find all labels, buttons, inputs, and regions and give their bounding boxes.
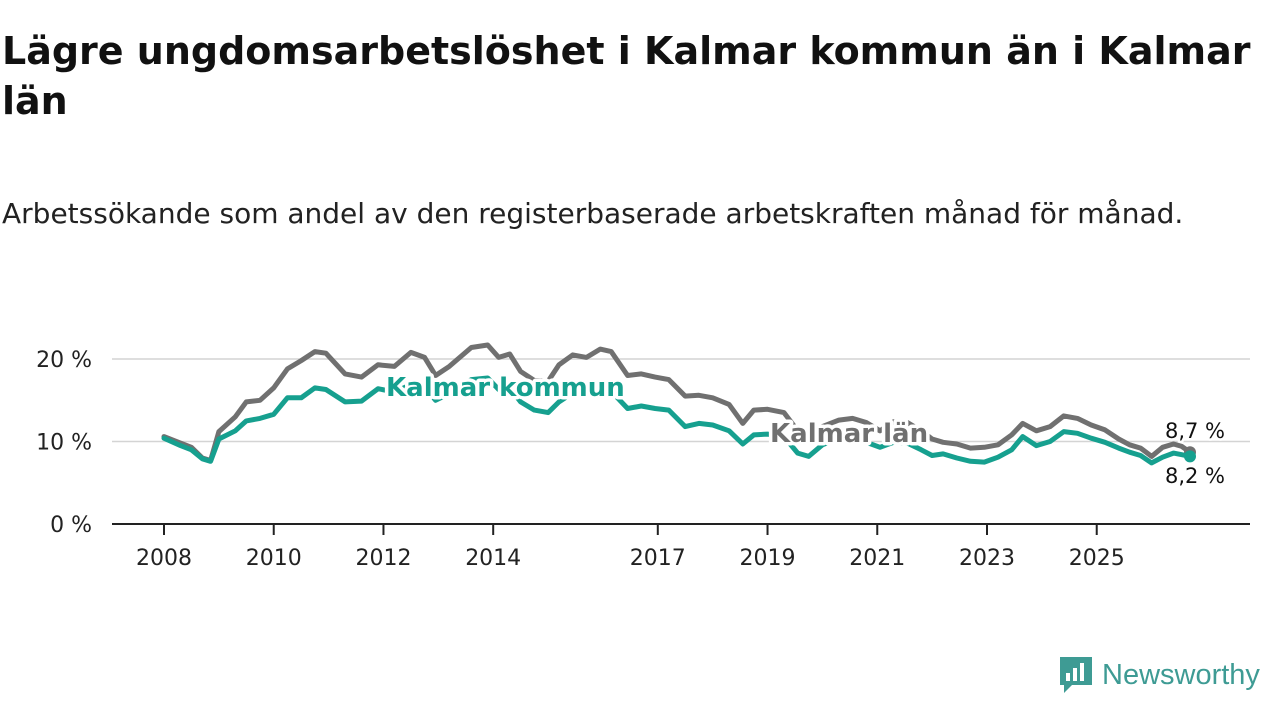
y-tick-label-20: 20 %: [36, 348, 92, 373]
chart-subtitle: Arbetssökande som andel av den registerb…: [2, 197, 1184, 230]
series-line-kalmar-kommun: [161, 375, 1193, 466]
series-label-kalmar-kommun: Kalmar kommun: [386, 373, 625, 403]
x-tick-label-2014: 2014: [465, 546, 521, 571]
series-end-dot-kalmar-kommun: [1184, 450, 1196, 463]
y-tick-label-10: 10 %: [36, 431, 92, 456]
end-value-label-kalmar-kommun: 8,2 %: [1165, 464, 1225, 488]
brand-name: Newsworthy: [1102, 658, 1260, 691]
x-tick-label-2019: 2019: [740, 546, 796, 571]
line-chart: 0 % 10 % 20 % 2008 2010 2012 2014 2017 2019 2021 2…: [36, 342, 1250, 571]
series-line-kalmar-län: [161, 342, 1193, 463]
x-tick-label-2010: 2010: [246, 546, 302, 571]
x-tick-label-2012: 2012: [355, 546, 411, 571]
series-label-kalmar-län: Kalmar län: [770, 419, 928, 449]
x-tick-label-2023: 2023: [959, 546, 1015, 571]
y-tick-label-0: 0 %: [50, 513, 92, 538]
newsworthy-logo-icon: [1060, 657, 1092, 693]
x-tick-label-2017: 2017: [630, 546, 686, 571]
axes: 0 % 10 % 20 % 2008 2010 2012 2014 2017 2019 2021 2…: [36, 348, 1250, 571]
newsworthy-brand: Newsworthy: [1058, 653, 1260, 697]
x-tick-label-2008: 2008: [136, 546, 192, 571]
series-lines: [161, 342, 1196, 466]
x-tick-label-2025: 2025: [1069, 546, 1125, 571]
chart-title: Lägre ungdomsarbetslöshet i Kalmar kommu…: [2, 29, 1251, 123]
end-value-label-kalmar-län: 8,7 %: [1165, 419, 1225, 443]
x-tick-label-2021: 2021: [849, 546, 905, 571]
labels: Kalmar län Kalmar kommun 8,7 % 8,2 %: [383, 370, 1228, 491]
